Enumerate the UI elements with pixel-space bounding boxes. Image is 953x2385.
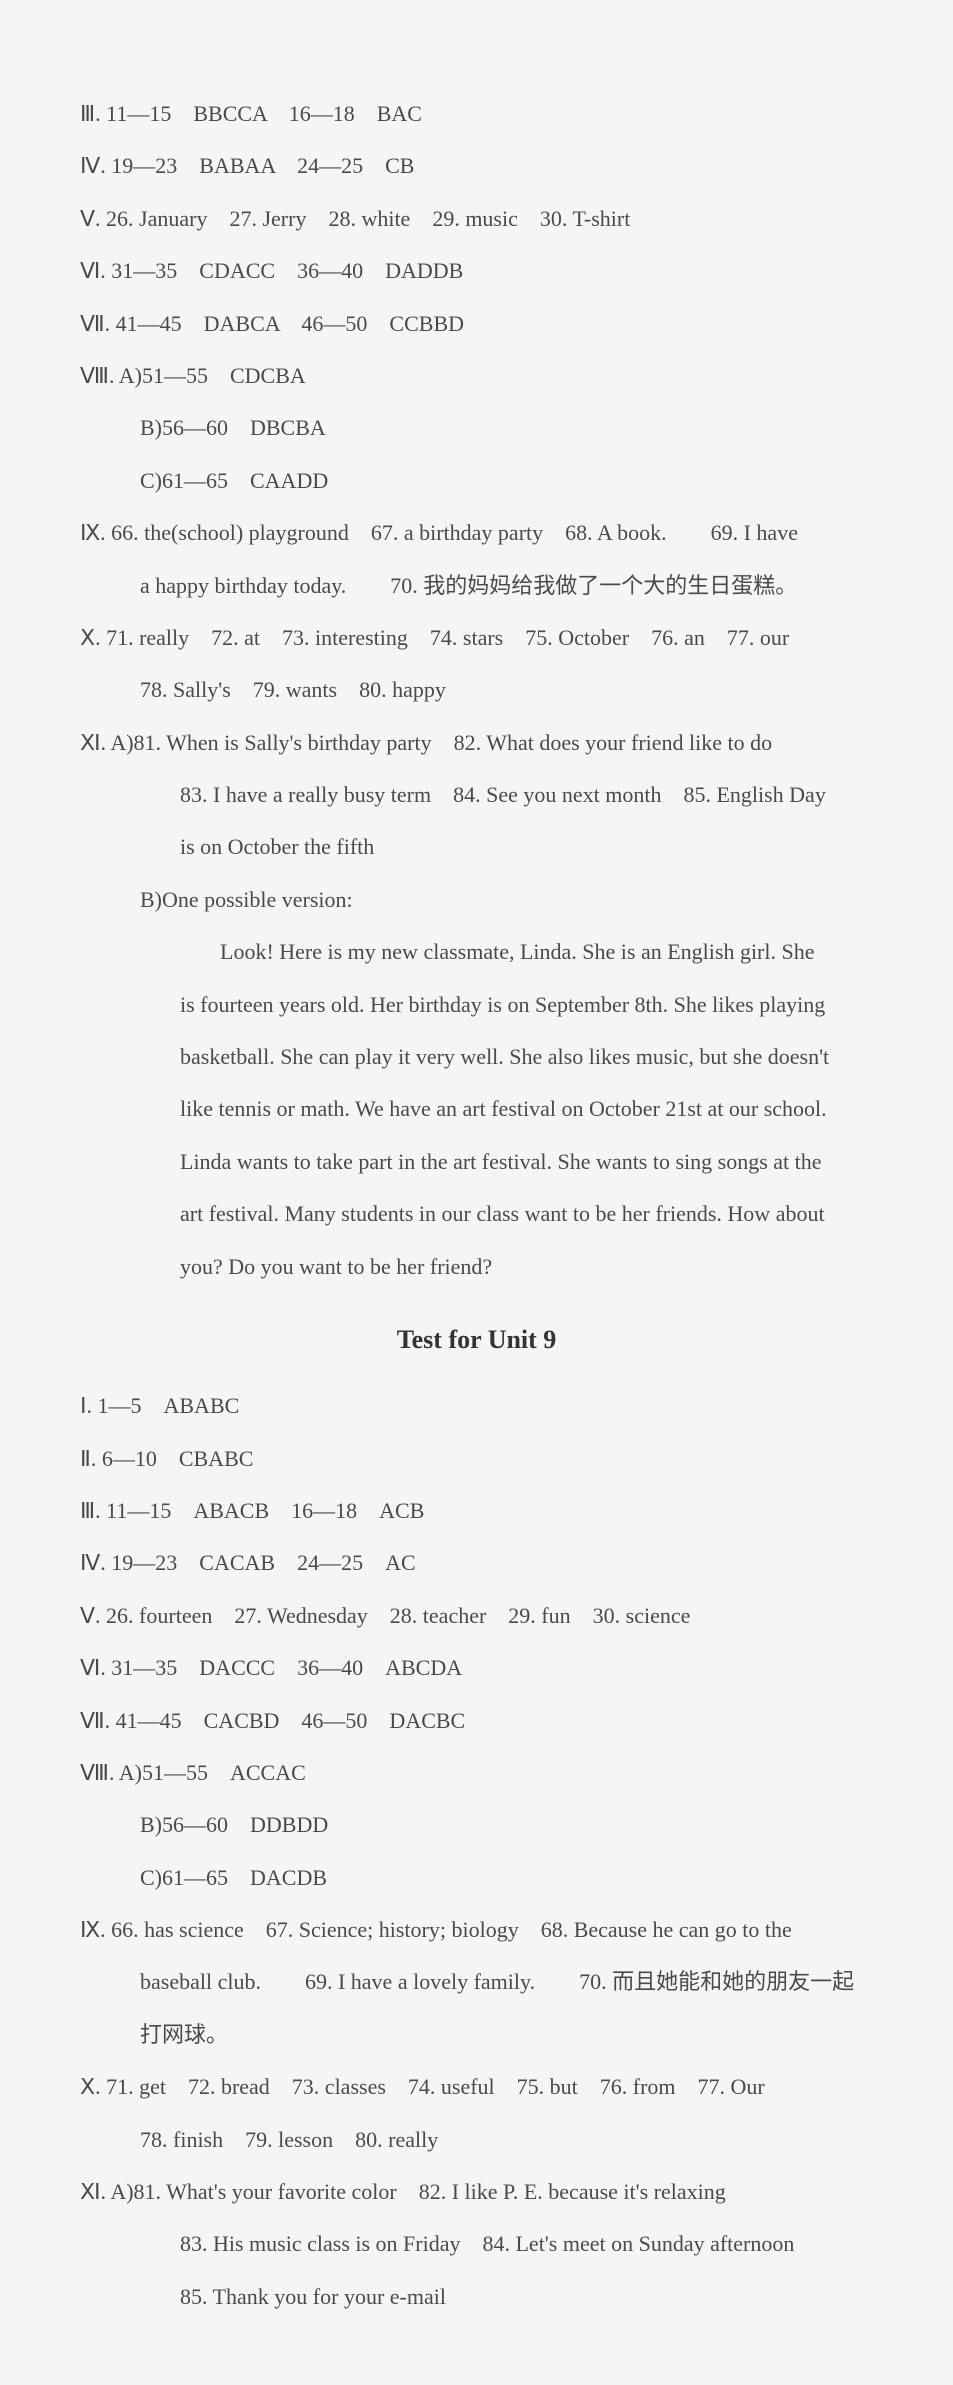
answer-line: B)One possible version:: [80, 876, 873, 924]
answer-line: 85. Thank you for your e-mail: [80, 2273, 873, 2321]
paragraph-line: art festival. Many students in our class…: [80, 1190, 873, 1238]
answer-line: Ⅹ. 71. really 72. at 73. interesting 74.…: [80, 614, 873, 662]
answer-line: 打网球。: [80, 2011, 873, 2059]
paragraph-line: basketball. She can play it very well. S…: [80, 1033, 873, 1081]
answer-line: B)56—60 DBCBA: [80, 404, 873, 452]
answer-line: 78. Sally's 79. wants 80. happy: [80, 666, 873, 714]
answer-line: Ⅷ. A)51—55 ACCAC: [80, 1749, 873, 1797]
answer-line: Ⅴ. 26. fourteen 27. Wednesday 28. teache…: [80, 1592, 873, 1640]
answer-line: Ⅸ. 66. has science 67. Science; history;…: [80, 1906, 873, 1954]
paragraph-line: Linda wants to take part in the art fest…: [80, 1138, 873, 1186]
paragraph-line: Look! Here is my new classmate, Linda. S…: [80, 928, 873, 976]
unit-title: Test for Unit 9: [80, 1311, 873, 1368]
paragraph-line: is fourteen years old. Her birthday is o…: [80, 981, 873, 1029]
answer-line: Ⅶ. 41—45 CACBD 46—50 DACBC: [80, 1697, 873, 1745]
answer-line: Ⅵ. 31—35 DACCC 36—40 ABCDA: [80, 1644, 873, 1692]
answer-line: C)61—65 DACDB: [80, 1854, 873, 1902]
answer-line: 78. finish 79. lesson 80. really: [80, 2116, 873, 2164]
answer-line: Ⅵ. 31—35 CDACC 36—40 DADDB: [80, 247, 873, 295]
answer-line: Ⅰ. 1—5 ABABC: [80, 1382, 873, 1430]
answer-line: Ⅳ. 19—23 BABAA 24—25 CB: [80, 142, 873, 190]
answer-line: 83. His music class is on Friday 84. Let…: [80, 2220, 873, 2268]
answer-line: Ⅲ. 11—15 ABACB 16—18 ACB: [80, 1487, 873, 1535]
answer-line: Ⅶ. 41—45 DABCA 46—50 CCBBD: [80, 300, 873, 348]
answer-line: 83. I have a really busy term 84. See yo…: [80, 771, 873, 819]
answer-line: Ⅸ. 66. the(school) playground 67. a birt…: [80, 509, 873, 557]
answer-line: a happy birthday today. 70. 我的妈妈给我做了一个大的…: [80, 562, 873, 610]
answer-line: baseball club. 69. I have a lovely famil…: [80, 1958, 873, 2006]
answer-line: B)56—60 DDBDD: [80, 1801, 873, 1849]
paragraph-line: like tennis or math. We have an art fest…: [80, 1085, 873, 1133]
answer-line: Ⅹ. 71. get 72. bread 73. classes 74. use…: [80, 2063, 873, 2111]
paragraph-line: you? Do you want to be her friend?: [80, 1243, 873, 1291]
answer-line: Ⅴ. 26. January 27. Jerry 28. white 29. m…: [80, 195, 873, 243]
answer-line: is on October the fifth: [80, 823, 873, 871]
answer-line: C)61—65 CAADD: [80, 457, 873, 505]
answer-line: Ⅺ. A)81. What's your favorite color 82. …: [80, 2168, 873, 2216]
answer-line: Ⅱ. 6—10 CBABC: [80, 1435, 873, 1483]
answer-line: Ⅳ. 19—23 CACAB 24—25 AC: [80, 1539, 873, 1587]
answer-line: Ⅷ. A)51—55 CDCBA: [80, 352, 873, 400]
answer-line: Ⅲ. 11—15 BBCCA 16—18 BAC: [80, 90, 873, 138]
answer-line: Ⅺ. A)81. When is Sally's birthday party …: [80, 719, 873, 767]
